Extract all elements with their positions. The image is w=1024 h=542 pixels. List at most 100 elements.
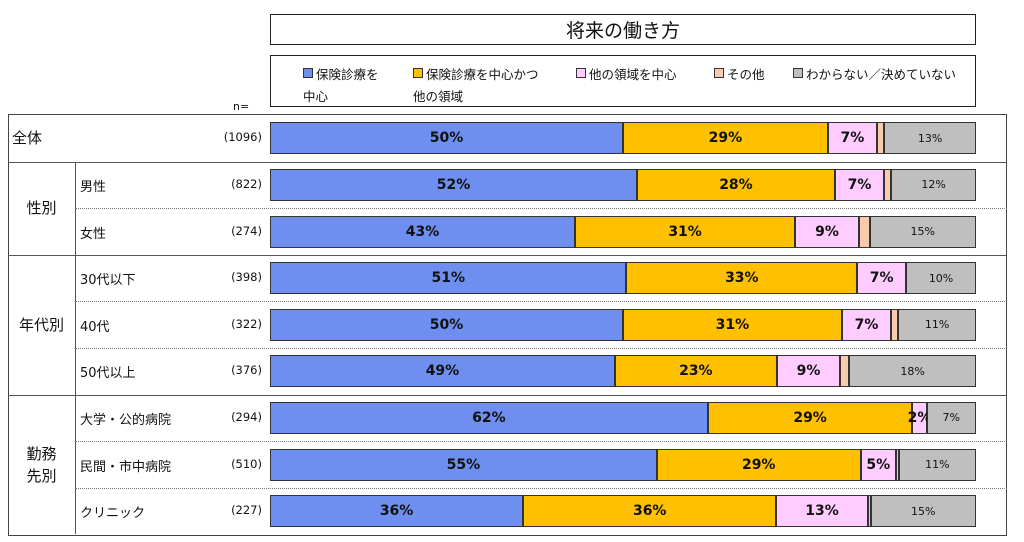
data-label: 11% xyxy=(925,458,950,471)
legend-label: 中心 xyxy=(303,89,329,104)
data-label: 29% xyxy=(793,409,827,426)
legend-label: わからない／決めていない xyxy=(806,67,957,82)
bar-segment: 2% xyxy=(908,401,931,434)
data-label: 9% xyxy=(796,363,821,380)
bar-segment xyxy=(895,448,899,481)
bar-row: 36% 36% 13% 15% xyxy=(270,495,976,528)
data-label: 33% xyxy=(725,270,759,287)
legend-swatch xyxy=(413,68,423,78)
legend-item: その他 xyxy=(714,64,765,86)
legend-swatch xyxy=(576,68,586,78)
legend-item: わからない／決めていない xyxy=(793,64,956,86)
bar-segment: 49% xyxy=(270,355,615,388)
bar-row: 62% 29% 2% 7% xyxy=(270,401,976,434)
bar-segment: 62% xyxy=(270,401,708,434)
data-label: 13% xyxy=(805,503,839,520)
data-label: 29% xyxy=(708,130,743,147)
row-label: 男性 xyxy=(80,179,107,195)
data-label: 49% xyxy=(425,363,460,380)
data-label: 52% xyxy=(436,176,471,193)
chart-table-frame xyxy=(8,114,1007,536)
data-label: 31% xyxy=(668,223,702,240)
bar-segment: 7% xyxy=(827,122,878,155)
bar-segment xyxy=(867,495,871,528)
bar-segment: 11% xyxy=(898,448,976,481)
bar-segment: 33% xyxy=(626,262,858,295)
bar-segment: 31% xyxy=(623,308,842,341)
bar-segment: 7% xyxy=(834,168,885,201)
data-label: 15% xyxy=(911,504,936,518)
data-label: 36% xyxy=(632,503,667,520)
legend-item: 他の領域を中心 xyxy=(576,64,677,86)
bar-segment: 29% xyxy=(707,401,913,434)
bar-segment: 9% xyxy=(795,215,859,248)
bar-row: 51% 33% 7% 10% xyxy=(270,262,976,295)
group-label: 年代別 xyxy=(18,315,64,334)
data-label: 7% xyxy=(942,411,960,425)
bar-row: 55% 29% 5% 11% xyxy=(270,448,976,481)
chart-title: 将来の働き方 xyxy=(270,14,976,45)
row-separator xyxy=(75,208,1007,210)
row-label: 民間・市中病院 xyxy=(80,459,172,475)
row-sample-size: (822) xyxy=(231,176,262,191)
bar-row: 52% 28% 7% 12% xyxy=(270,168,976,201)
row-sample-size: (294) xyxy=(231,409,262,424)
data-label: 50% xyxy=(429,130,464,147)
data-label: 13% xyxy=(917,131,943,145)
data-label: 18% xyxy=(900,364,925,378)
bar-row: 43% 31% 9% 15% xyxy=(270,215,976,248)
data-label: 15% xyxy=(910,225,935,238)
row-label: 40代 xyxy=(80,319,110,335)
data-label: 7% xyxy=(854,316,879,333)
legend-swatch xyxy=(714,68,724,78)
bar-segment: 29% xyxy=(623,122,828,155)
row-separator xyxy=(75,348,1007,349)
group-separator xyxy=(8,254,1007,256)
data-label: 7% xyxy=(847,176,872,193)
bar-segment xyxy=(877,122,885,155)
bar-segment: 11% xyxy=(898,308,976,341)
group-column-divider xyxy=(75,254,76,395)
bar-row: 50% 29% 7% 13% xyxy=(270,122,976,155)
data-label: 5% xyxy=(866,456,891,473)
bar-segment xyxy=(884,168,892,201)
bar-segment: 12% xyxy=(891,168,976,201)
row-label: 大学・公的病院 xyxy=(80,412,172,428)
bar-segment: 51% xyxy=(270,262,627,295)
bar-segment: 28% xyxy=(637,168,835,201)
bar-segment: 9% xyxy=(776,355,841,388)
bar-segment: 13% xyxy=(776,495,868,528)
group-separator xyxy=(8,394,1007,396)
bar-row: 49% 23% 9% 18% xyxy=(270,355,976,388)
data-label: 28% xyxy=(719,176,753,193)
group-label: 性別 xyxy=(26,199,57,218)
group-label: 勤務先別 xyxy=(26,444,57,485)
bar-segment: 50% xyxy=(270,308,623,341)
row-separator xyxy=(75,441,1007,443)
bar-segment: 31% xyxy=(575,215,796,248)
legend-label: その他 xyxy=(727,67,765,82)
group-label: 全体 xyxy=(12,129,43,148)
bar-segment: 29% xyxy=(656,448,861,481)
legend-item: 保険診療を中心 xyxy=(303,64,379,108)
bar-segment: 43% xyxy=(270,215,576,248)
bar-segment: 36% xyxy=(270,495,524,528)
row-sample-size: (322) xyxy=(231,316,262,331)
data-label: 12% xyxy=(921,178,946,192)
row-sample-size: (227) xyxy=(231,503,262,518)
bar-segment: 23% xyxy=(614,355,777,388)
data-label: 62% xyxy=(472,409,506,426)
bar-segment: 10% xyxy=(906,262,976,295)
data-label: 23% xyxy=(679,363,713,380)
bar-segment: 7% xyxy=(857,262,907,295)
data-label: 10% xyxy=(928,271,954,285)
bar-segment: 50% xyxy=(270,122,623,155)
n-header: n= xyxy=(233,100,250,113)
row-sample-size: (274) xyxy=(231,223,262,238)
legend-swatch xyxy=(793,68,803,78)
row-label: クリニック xyxy=(80,506,146,522)
bar-segment: 36% xyxy=(523,495,777,528)
row-label: 女性 xyxy=(80,226,107,242)
legend-label: 保険診療を xyxy=(316,67,379,82)
data-label: 50% xyxy=(429,316,464,333)
